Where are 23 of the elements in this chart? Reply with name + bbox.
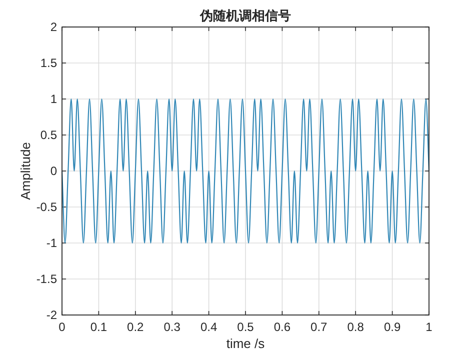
y-tick-label: 0.5	[40, 128, 58, 142]
y-tick-label: 0	[50, 164, 58, 178]
y-tick-label: -2	[46, 308, 58, 322]
x-tick-label: 0.5	[237, 320, 254, 334]
x-tick-label: 0.1	[90, 320, 108, 334]
x-tick-label: 0.3	[164, 320, 181, 334]
y-axis-title: Amplitude	[18, 142, 33, 200]
x-tick-label: 1	[426, 320, 433, 334]
y-tick-label: 1.5	[40, 56, 58, 70]
chart-title: 伪随机调相信号	[199, 9, 291, 24]
y-tick-label: -0.5	[36, 200, 58, 214]
x-tick-label: 0.7	[310, 320, 328, 334]
x-tick-label: 0.9	[384, 320, 401, 334]
y-tick-label: 1	[50, 92, 58, 106]
x-tick-label: 0.6	[274, 320, 291, 334]
x-tick-label: 0.2	[127, 320, 144, 334]
x-tick-label: 0.8	[347, 320, 364, 334]
y-tick-label: -1	[46, 236, 58, 250]
y-tick-label: 2	[50, 20, 58, 34]
x-tick-label: 0	[58, 320, 66, 334]
y-tick-label: -1.5	[36, 272, 58, 286]
x-axis-title: time /s	[226, 336, 266, 351]
x-tick-label: 0.4	[200, 320, 218, 334]
